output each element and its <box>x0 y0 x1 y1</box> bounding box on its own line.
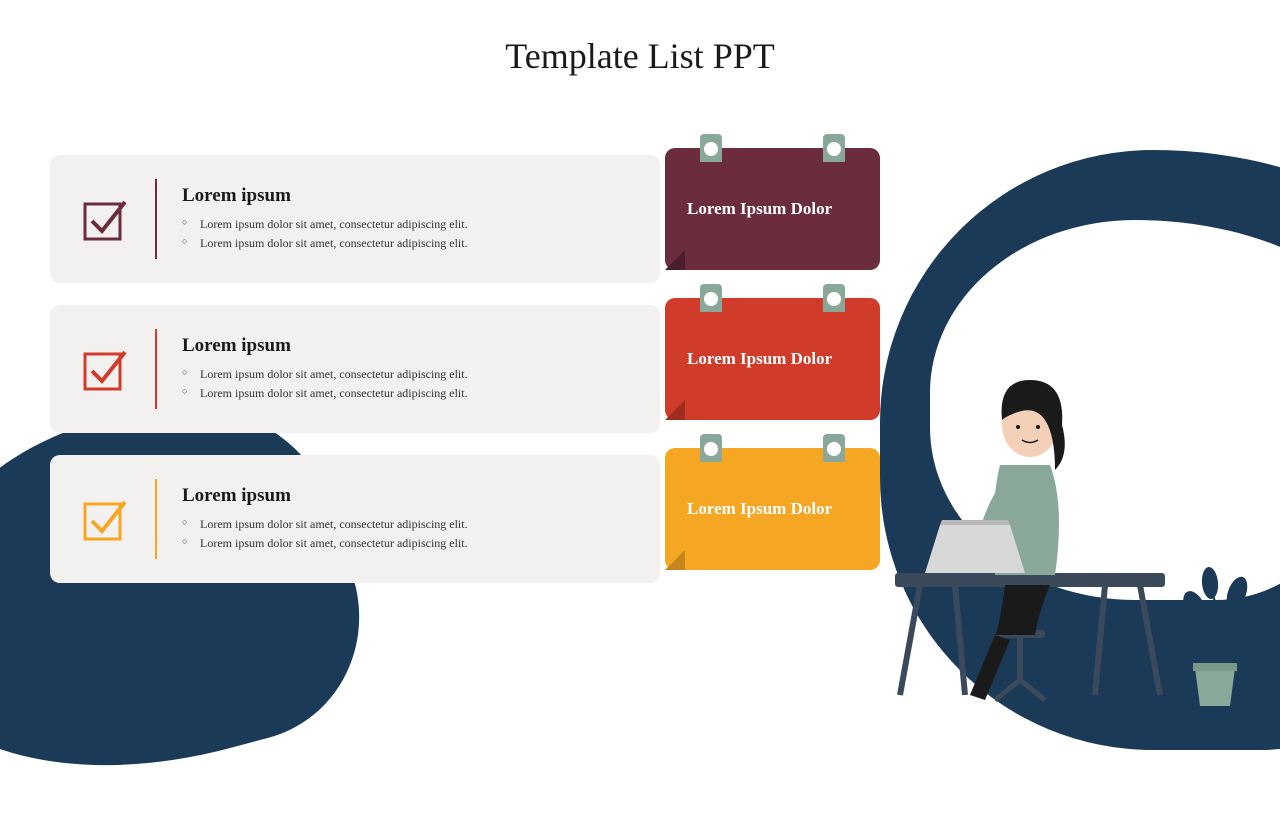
item-heading: Lorem ipsum <box>182 335 630 357</box>
divider <box>155 329 157 409</box>
person-at-desk-illustration <box>870 325 1190 705</box>
page-title: Template List PPT <box>0 35 1280 77</box>
card-fold <box>665 400 685 420</box>
card-binder <box>700 434 722 462</box>
list-container: Lorem ipsum Lorem ipsum dolor sit amet, … <box>50 155 660 605</box>
list-item: Lorem ipsum Lorem ipsum dolor sit amet, … <box>50 455 660 583</box>
card-binder <box>823 284 845 312</box>
bullet-text: Lorem ipsum dolor sit amet, consectetur … <box>200 365 630 384</box>
plant-illustration <box>1165 538 1265 708</box>
item-heading: Lorem ipsum <box>182 185 630 207</box>
item-bullets: Lorem ipsum dolor sit amet, consectetur … <box>182 215 630 253</box>
bullet-text: Lorem ipsum dolor sit amet, consectetur … <box>200 384 630 403</box>
item-bullets: Lorem ipsum dolor sit amet, consectetur … <box>182 365 630 403</box>
divider <box>155 179 157 259</box>
bullet-text: Lorem ipsum dolor sit amet, consectetur … <box>200 534 630 553</box>
card: Lorem Ipsum Dolor <box>665 298 880 420</box>
card-binder <box>700 134 722 162</box>
card-fold <box>665 550 685 570</box>
cards-container: Lorem Ipsum Dolor Lorem Ipsum Dolor Lore… <box>665 148 880 598</box>
list-item: Lorem ipsum Lorem ipsum dolor sit amet, … <box>50 305 660 433</box>
check-icon <box>80 344 130 394</box>
card-text: Lorem Ipsum Dolor <box>687 348 832 371</box>
check-icon <box>80 494 130 544</box>
card-binder <box>823 134 845 162</box>
card-fold <box>665 250 685 270</box>
item-content: Lorem ipsum Lorem ipsum dolor sit amet, … <box>182 185 630 253</box>
item-content: Lorem ipsum Lorem ipsum dolor sit amet, … <box>182 485 630 553</box>
card-text: Lorem Ipsum Dolor <box>687 498 832 521</box>
bullet-text: Lorem ipsum dolor sit amet, consectetur … <box>200 215 630 234</box>
card-binder <box>700 284 722 312</box>
item-bullets: Lorem ipsum dolor sit amet, consectetur … <box>182 515 630 553</box>
item-heading: Lorem ipsum <box>182 485 630 507</box>
bullet-text: Lorem ipsum dolor sit amet, consectetur … <box>200 234 630 253</box>
bullet-text: Lorem ipsum dolor sit amet, consectetur … <box>200 515 630 534</box>
divider <box>155 479 157 559</box>
item-content: Lorem ipsum Lorem ipsum dolor sit amet, … <box>182 335 630 403</box>
card-binder <box>823 434 845 462</box>
list-item: Lorem ipsum Lorem ipsum dolor sit amet, … <box>50 155 660 283</box>
check-icon <box>80 194 130 244</box>
card: Lorem Ipsum Dolor <box>665 448 880 570</box>
card: Lorem Ipsum Dolor <box>665 148 880 270</box>
card-text: Lorem Ipsum Dolor <box>687 198 832 221</box>
